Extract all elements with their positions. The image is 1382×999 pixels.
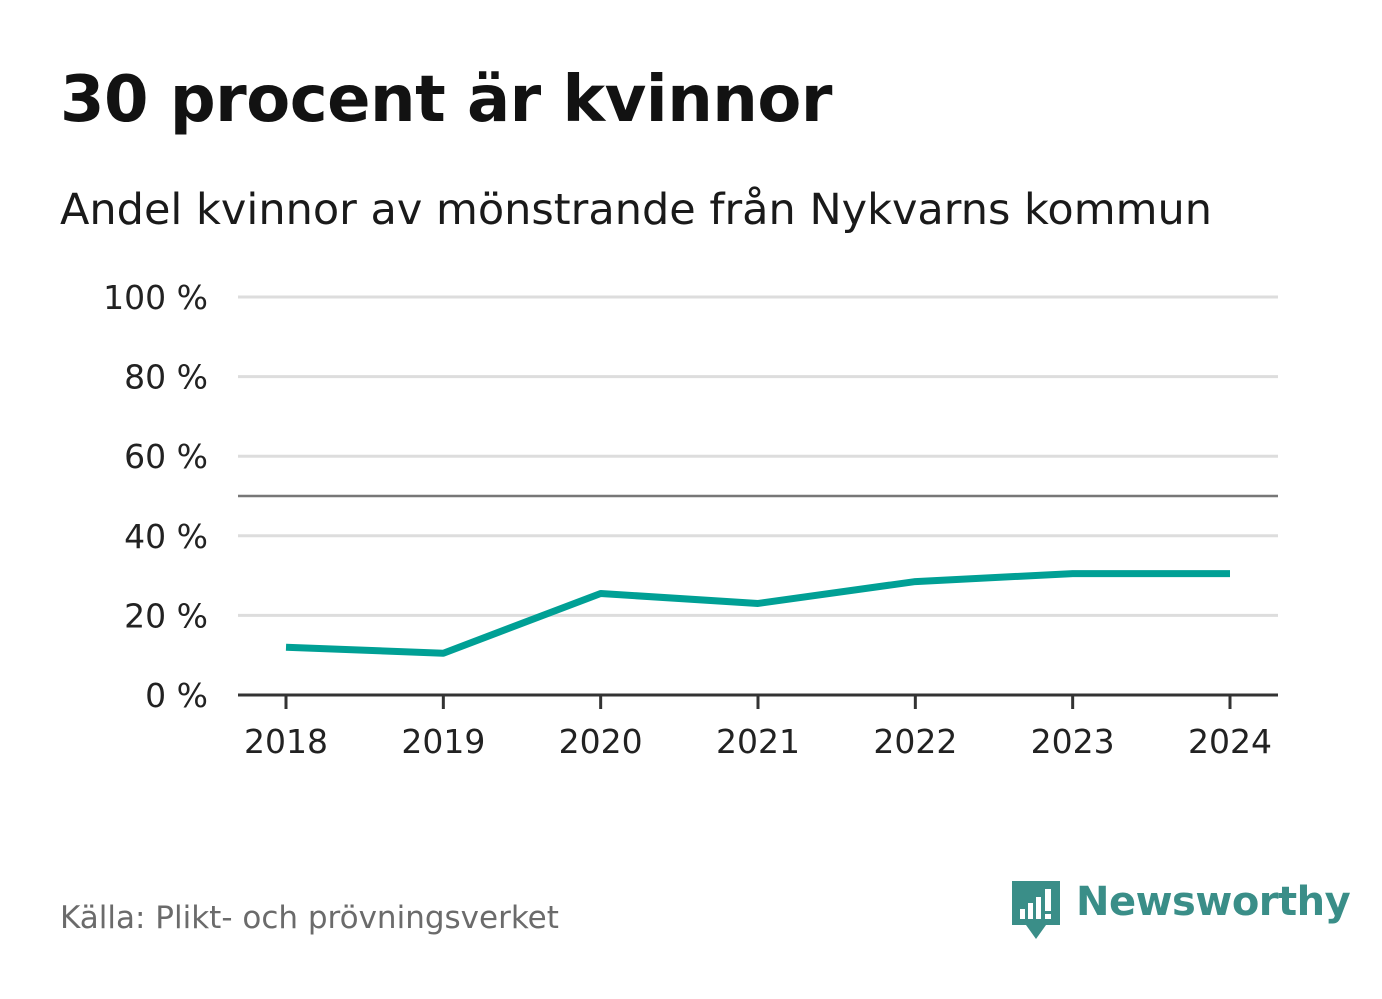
y-tick-label: 80 % [124, 358, 208, 397]
brand-logo: Newsworthy [1010, 878, 1351, 942]
brand-name: Newsworthy [1076, 879, 1351, 925]
y-tick-label: 60 % [124, 437, 208, 476]
y-tick-label: 100 % [103, 278, 208, 317]
x-tick-label: 2020 [559, 722, 643, 761]
x-tick-label: 2023 [1031, 722, 1115, 761]
x-tick-label: 2018 [244, 722, 328, 761]
source-note: Källa: Plikt- och prövningsverket [60, 900, 559, 936]
x-axis [238, 693, 1278, 709]
y-axis-tick-labels: 0 % 20 % 40 % 60 % 80 % 100 % [103, 278, 208, 715]
x-axis-tick-labels: 2018 2019 2020 2021 2022 2023 2024 [244, 722, 1272, 761]
grid-lines [238, 295, 1278, 617]
x-tick-label: 2019 [401, 722, 485, 761]
x-tick-label: 2022 [873, 722, 957, 761]
chart-subtitle: Andel kvinnor av mönstrande från Nykvarn… [60, 185, 1212, 235]
x-tick-label: 2024 [1188, 722, 1272, 761]
chart-title: 30 procent är kvinnor [60, 63, 832, 137]
y-tick-label: 0 % [145, 676, 208, 715]
series-lines [285, 570, 1231, 657]
y-tick-label: 20 % [124, 596, 208, 635]
newsworthy-logo-icon [1012, 881, 1060, 939]
x-tick-label: 2021 [716, 722, 800, 761]
series-line [285, 570, 1230, 657]
y-tick-label: 40 % [124, 517, 208, 556]
